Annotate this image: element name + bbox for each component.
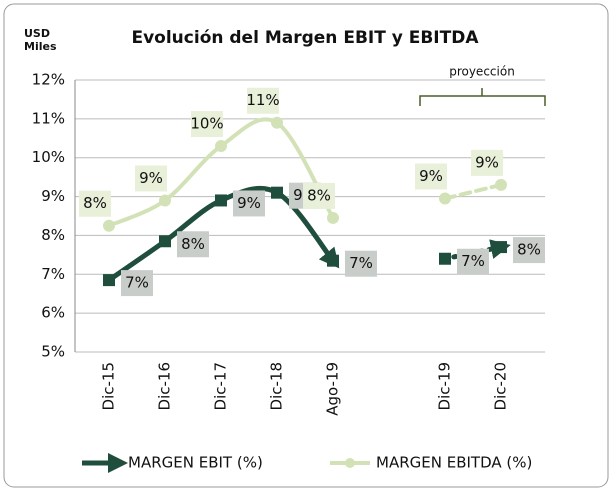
x-tick-label: Dic-18 (268, 362, 286, 410)
label-bg (79, 190, 111, 217)
data-label: 7% (125, 274, 149, 292)
label-bg (233, 190, 265, 217)
point (159, 235, 171, 248)
label-bg (471, 149, 503, 176)
point (271, 186, 283, 199)
label-bg (345, 250, 377, 277)
data-label: 9% (475, 153, 499, 171)
y-tick-label: 11% (32, 109, 65, 127)
x-tick-label: Dic-16 (156, 362, 174, 410)
x-tick-label: Ago-19 (324, 362, 342, 416)
y-tick-label: 10% (32, 148, 65, 166)
annotation: proyección (449, 65, 515, 79)
data-label: 8% (83, 194, 107, 212)
data-label: 9% (237, 194, 261, 212)
unit-label: Miles (24, 40, 57, 53)
x-tick-label: Dic-20 (492, 362, 510, 410)
label-bg (247, 87, 279, 114)
point (103, 219, 115, 232)
chart-title: Evolución del Margen EBIT y EBITDA (131, 28, 479, 48)
point (327, 254, 339, 267)
label-bg (177, 231, 209, 258)
point (215, 194, 227, 207)
x-tick-label: Dic-17 (212, 362, 230, 410)
data-label: 10% (190, 115, 223, 133)
y-tick-label: 9% (41, 187, 65, 205)
y-tick-label: 7% (41, 265, 65, 283)
label-bg (415, 163, 447, 190)
point (159, 194, 171, 207)
label-bg (457, 248, 489, 275)
label-bg (135, 165, 167, 192)
x-tick-label: Dic-15 (100, 362, 118, 410)
y-tick-label: 5% (41, 343, 65, 361)
point (327, 211, 339, 224)
data-label: 9% (139, 169, 163, 187)
point (495, 241, 507, 254)
series-line (443, 182, 503, 201)
data-label: 9% (419, 167, 443, 185)
point (495, 178, 507, 191)
point (103, 274, 115, 287)
data-label: 7% (461, 252, 485, 270)
data-label: 8% (517, 241, 541, 259)
bracket (419, 88, 546, 106)
unit-label: USD (24, 27, 50, 40)
frame (3, 3, 609, 488)
legend-label: MARGEN EBIT (%) (128, 454, 263, 472)
y-tick-label: 6% (41, 304, 65, 322)
label-bg (191, 111, 223, 138)
label-bg (121, 270, 153, 297)
y-tick-label: 12% (32, 71, 65, 89)
x-tick-label: Dic-19 (436, 362, 454, 410)
point (271, 116, 283, 129)
point (439, 192, 451, 205)
y-tick-label: 8% (41, 226, 65, 244)
point (215, 140, 227, 153)
legend-marker (345, 458, 355, 468)
point (439, 252, 451, 265)
data-label: 11% (246, 91, 279, 109)
data-label: 8% (181, 235, 205, 253)
legend-label: MARGEN EBITDA (%) (376, 454, 532, 472)
label-bg (303, 182, 335, 209)
data-label: 7% (349, 254, 373, 272)
label-bg (513, 237, 545, 264)
data-label: 8% (307, 186, 331, 204)
